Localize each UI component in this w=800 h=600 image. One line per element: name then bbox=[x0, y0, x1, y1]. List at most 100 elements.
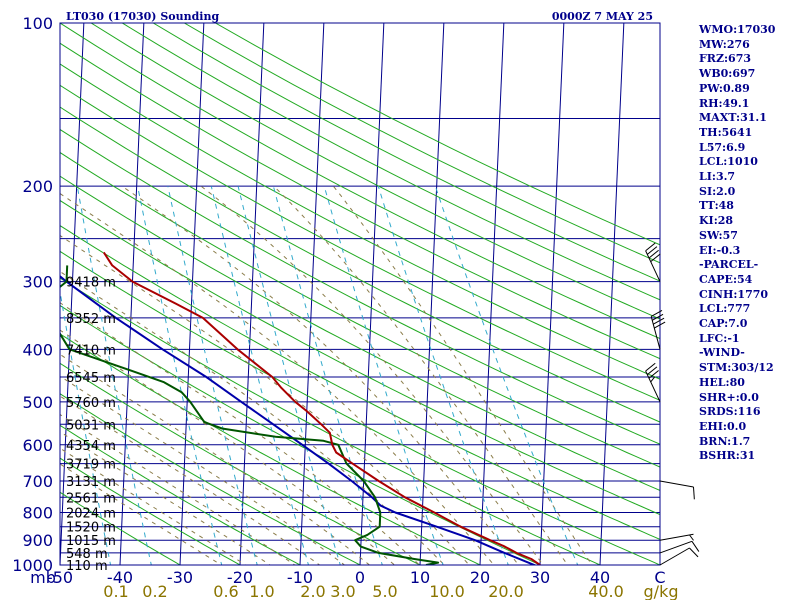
mixing-ratio-line bbox=[60, 288, 112, 565]
index-item: -WIND- bbox=[699, 346, 745, 360]
temperature-trace bbox=[102, 251, 542, 565]
plot-frame bbox=[59, 22, 661, 566]
temperature-tick-label: -10 bbox=[287, 568, 313, 587]
pressure-tick-label: 700 bbox=[22, 472, 53, 491]
wind-barb bbox=[645, 242, 661, 282]
pressure-tick-label: 900 bbox=[22, 531, 53, 550]
pressure-tick-label: 200 bbox=[22, 177, 53, 196]
dry-adiabat-line bbox=[60, 23, 660, 340]
temperature-tick-label: 40 bbox=[590, 568, 610, 587]
pressure-tick-label: 500 bbox=[22, 393, 53, 412]
dry-adiabat-line bbox=[60, 225, 660, 540]
parcel-trace bbox=[60, 274, 537, 565]
index-item: FRZ:673 bbox=[699, 52, 752, 66]
isotherm-line bbox=[299, 23, 325, 565]
mixing-ratio-line bbox=[167, 186, 258, 565]
index-item: TT:48 bbox=[699, 199, 734, 213]
isotherm-line bbox=[0, 23, 24, 565]
wind-barb bbox=[650, 310, 666, 350]
moist-adiabat-line bbox=[60, 234, 470, 565]
height-label: 110 m bbox=[66, 559, 108, 574]
moist-adiabat-line bbox=[60, 329, 396, 565]
height-label: 6545 m bbox=[66, 371, 116, 386]
moist-adiabat-line bbox=[60, 413, 296, 565]
moist-adiabat-line bbox=[273, 185, 569, 565]
mixing-ratio-label: 3.0 bbox=[330, 582, 355, 600]
dry-adiabat-line bbox=[60, 175, 660, 491]
sounding-profiles bbox=[60, 251, 542, 565]
dry-adiabat-line bbox=[90, 23, 660, 320]
index-item: BSHR:31 bbox=[699, 449, 756, 463]
wind-barb bbox=[659, 540, 700, 554]
height-label: 1015 m bbox=[66, 534, 116, 549]
chart-title: LT030 (17030) Sounding bbox=[66, 10, 219, 23]
mixing-ratio-line bbox=[137, 186, 223, 565]
height-label: 5031 m bbox=[66, 418, 116, 433]
height-label: 1520 m bbox=[66, 521, 116, 536]
index-item: SRDS:116 bbox=[699, 405, 761, 419]
index-item: EHI:0.0 bbox=[699, 419, 747, 433]
dry-adiabat-line bbox=[152, 23, 660, 282]
index-item: CINH:1770 bbox=[699, 287, 769, 301]
index-item: SW:57 bbox=[699, 228, 738, 242]
dry-adiabat-line bbox=[60, 424, 302, 565]
wind-barb bbox=[659, 533, 694, 541]
temperature-tick-label: C bbox=[654, 568, 665, 587]
index-item: CAPE:54 bbox=[699, 272, 753, 286]
pressure-tick-label: 600 bbox=[22, 436, 53, 455]
height-label: 2561 m bbox=[66, 491, 116, 506]
pressure-tick-label: 300 bbox=[22, 273, 53, 292]
dry-adiabat-line bbox=[60, 42, 660, 360]
mixing-ratio-label: 2.0 bbox=[300, 582, 325, 600]
height-label: 4354 m bbox=[66, 439, 116, 454]
height-label: 8352 m bbox=[66, 312, 116, 327]
index-item: LFC:-1 bbox=[699, 331, 740, 345]
temperature-tick-label: 30 bbox=[530, 568, 550, 587]
height-label: 9418 m bbox=[66, 276, 116, 291]
isotherm-line bbox=[60, 23, 85, 565]
index-item: MAXT:31.1 bbox=[699, 111, 767, 125]
moist-adiabat-line bbox=[60, 447, 247, 565]
dewpoint-trace bbox=[60, 265, 440, 565]
chart-time: 0000Z 7 MAY 25 bbox=[552, 10, 653, 23]
isotherm-line bbox=[359, 23, 385, 565]
dry-adiabat-line bbox=[60, 457, 242, 565]
moist-adiabat-line bbox=[60, 270, 446, 565]
pressure-axis-label: mb bbox=[30, 568, 56, 587]
mixing-ratio-label: 40.0 bbox=[588, 582, 624, 600]
index-item: LCL:1010 bbox=[699, 155, 758, 169]
dry-adiabat-line bbox=[60, 304, 542, 565]
index-item: -PARCEL- bbox=[699, 258, 759, 272]
mixing-ratio-line bbox=[377, 186, 509, 565]
index-item: SI:2.0 bbox=[699, 184, 736, 198]
pressure-tick-label: 1000 bbox=[12, 556, 53, 575]
mixing-ratio-label: 0.2 bbox=[142, 582, 167, 600]
height-label: 548 m bbox=[66, 547, 108, 562]
dry-adiabat-line bbox=[121, 23, 660, 301]
index-item: WB0:697 bbox=[699, 67, 756, 81]
index-item: LCL:777 bbox=[699, 302, 751, 316]
dry-adiabat-line bbox=[60, 106, 660, 423]
index-item: PW:0.89 bbox=[699, 81, 750, 95]
height-label: 5760 m bbox=[66, 396, 116, 411]
wind-barb bbox=[659, 480, 695, 500]
dry-adiabat-line bbox=[60, 128, 660, 445]
dry-adiabat-line bbox=[60, 491, 182, 565]
mixing-ratio-line bbox=[323, 186, 444, 565]
dry-adiabat-line bbox=[60, 333, 482, 565]
mixing-ratio-line bbox=[210, 186, 310, 565]
pressure-tick-label: 800 bbox=[22, 503, 53, 522]
mixing-ratio-label: 0.1 bbox=[103, 582, 128, 600]
pressure-tick-label: 100 bbox=[22, 14, 53, 33]
moist-adiabat-line bbox=[121, 185, 520, 565]
mixing-ratio-line bbox=[434, 186, 579, 565]
mixing-ratio-label: 0.6 bbox=[213, 582, 238, 600]
index-item: L57:6.9 bbox=[699, 140, 746, 154]
wind-barb bbox=[659, 547, 699, 566]
isotherm-line bbox=[239, 23, 265, 565]
index-item: STM:303/12 bbox=[699, 361, 774, 375]
index-item: BRN:1.7 bbox=[699, 434, 751, 448]
temperature-tick-label: 0 bbox=[355, 568, 365, 587]
